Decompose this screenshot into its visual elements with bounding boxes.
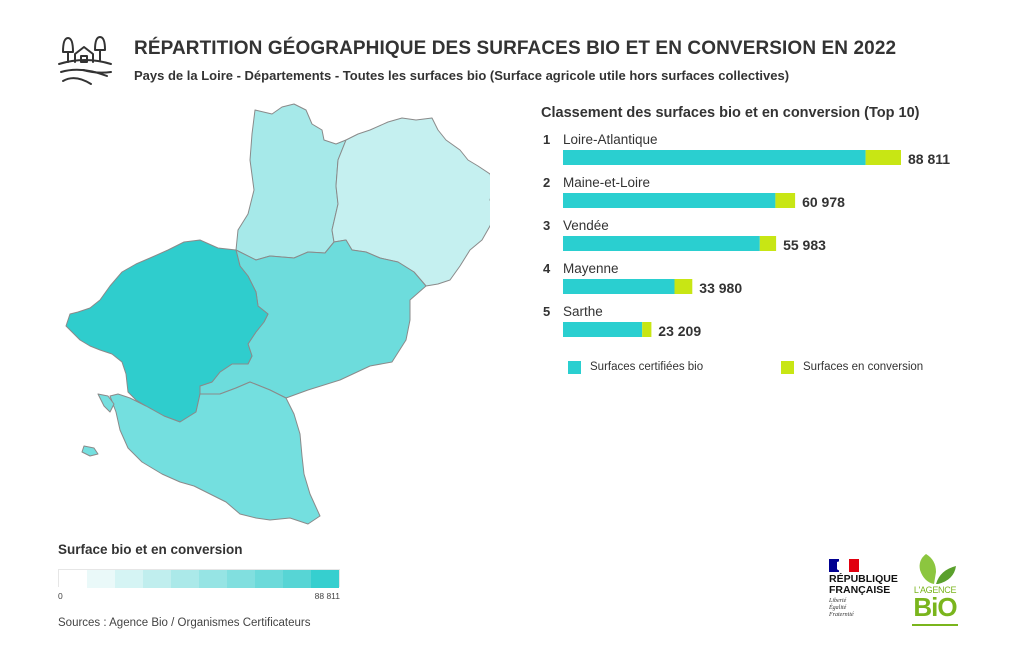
bar-conversion: [642, 322, 652, 337]
scale-max-label: 88 811: [314, 591, 340, 601]
scale-step: [283, 570, 311, 588]
bar-bio: [563, 322, 643, 337]
bar-bio: [563, 150, 866, 165]
rf-line-1: RÉPUBLIQUE: [829, 573, 898, 585]
rf-line-2: FRANÇAISE: [829, 584, 891, 596]
bar-bio: [563, 279, 675, 294]
bar-total-label: 55 983: [783, 237, 826, 253]
bar-conversion: [759, 236, 777, 251]
rf-motto-3: Fraternité: [829, 612, 854, 618]
ranking-title: Classement des surfaces bio et en conver…: [541, 105, 920, 121]
scale-step: [59, 570, 87, 588]
island-yeu: [81, 445, 99, 457]
legend-swatch-conversion: [781, 360, 794, 374]
agence-bio-underline: [912, 624, 958, 626]
island-noirmoutier: [97, 393, 115, 413]
scale-step: [311, 570, 339, 588]
legend-item-conversion: Surfaces en conversion: [781, 359, 923, 375]
agence-bio-leaf-icon: [919, 554, 956, 584]
rank-label: Sarthe: [563, 304, 603, 319]
marianne-logo: [829, 559, 859, 572]
scale-title: Surface bio et en conversion: [58, 542, 243, 557]
scale-min-label: 0: [58, 591, 63, 601]
scale-step: [115, 570, 143, 588]
rf-motto-2: Égalité: [829, 605, 847, 611]
republique-motto: Liberté Égalité Fraternité: [829, 598, 854, 619]
department-mayenne[interactable]: [235, 103, 347, 261]
rank-label: Loire-Atlantique: [563, 132, 658, 147]
legend-label-conversion: Surfaces en conversion: [803, 361, 924, 373]
bar-total-label: 33 980: [699, 280, 742, 296]
scale-step: [87, 570, 115, 588]
rf-motto-1: Liberté: [829, 598, 847, 604]
legend-label-bio: Surfaces certifiées bio: [590, 361, 704, 373]
legend-item-bio: Surfaces certifiées bio: [568, 359, 703, 375]
agence-bio-wordmark: BiO: [913, 592, 957, 622]
scale-step: [227, 570, 255, 588]
legend-swatch-bio: [568, 360, 581, 374]
scale-step: [255, 570, 283, 588]
bar-bio: [563, 236, 760, 251]
rank-number: 4: [543, 261, 551, 276]
bar-total-label: 23 209: [658, 323, 701, 339]
department-sarthe[interactable]: [331, 117, 490, 287]
page-title: RÉPARTITION GÉOGRAPHIQUE DES SURFACES BI…: [134, 38, 897, 59]
agence-bio-text: L'AGENCE: [913, 585, 957, 595]
choropleth-map: [65, 103, 490, 525]
bar-conversion: [674, 279, 693, 294]
bar-conversion: [775, 193, 796, 208]
rank-number: 2: [543, 175, 550, 190]
bar-bio: [563, 193, 776, 208]
scale-step: [143, 570, 171, 588]
ranking-chart: 1 Loire-Atlantique 88 811 2 Maine-et-Loire 60…: [543, 132, 950, 339]
rank-label: Mayenne: [563, 261, 619, 276]
bar-conversion: [865, 150, 901, 165]
color-scale: [58, 569, 340, 588]
rank-label: Maine-et-Loire: [563, 175, 650, 190]
rank-number: 5: [543, 304, 550, 319]
farm-icon: [58, 36, 112, 85]
rank-number: 3: [543, 218, 550, 233]
department-vendee[interactable]: [109, 381, 321, 525]
bar-total-label: 60 978: [802, 194, 845, 210]
scale-step: [171, 570, 199, 588]
scale-step: [199, 570, 227, 588]
sources-text: Sources : Agence Bio / Organismes Certif…: [58, 617, 311, 629]
bar-total-label: 88 811: [908, 151, 950, 167]
rank-number: 1: [543, 132, 550, 147]
republique-francaise-text: RÉPUBLIQUE FRANÇAISE: [829, 574, 898, 596]
rank-label: Vendée: [563, 218, 609, 233]
page-subtitle: Pays de la Loire - Départements - Toutes…: [134, 68, 790, 83]
